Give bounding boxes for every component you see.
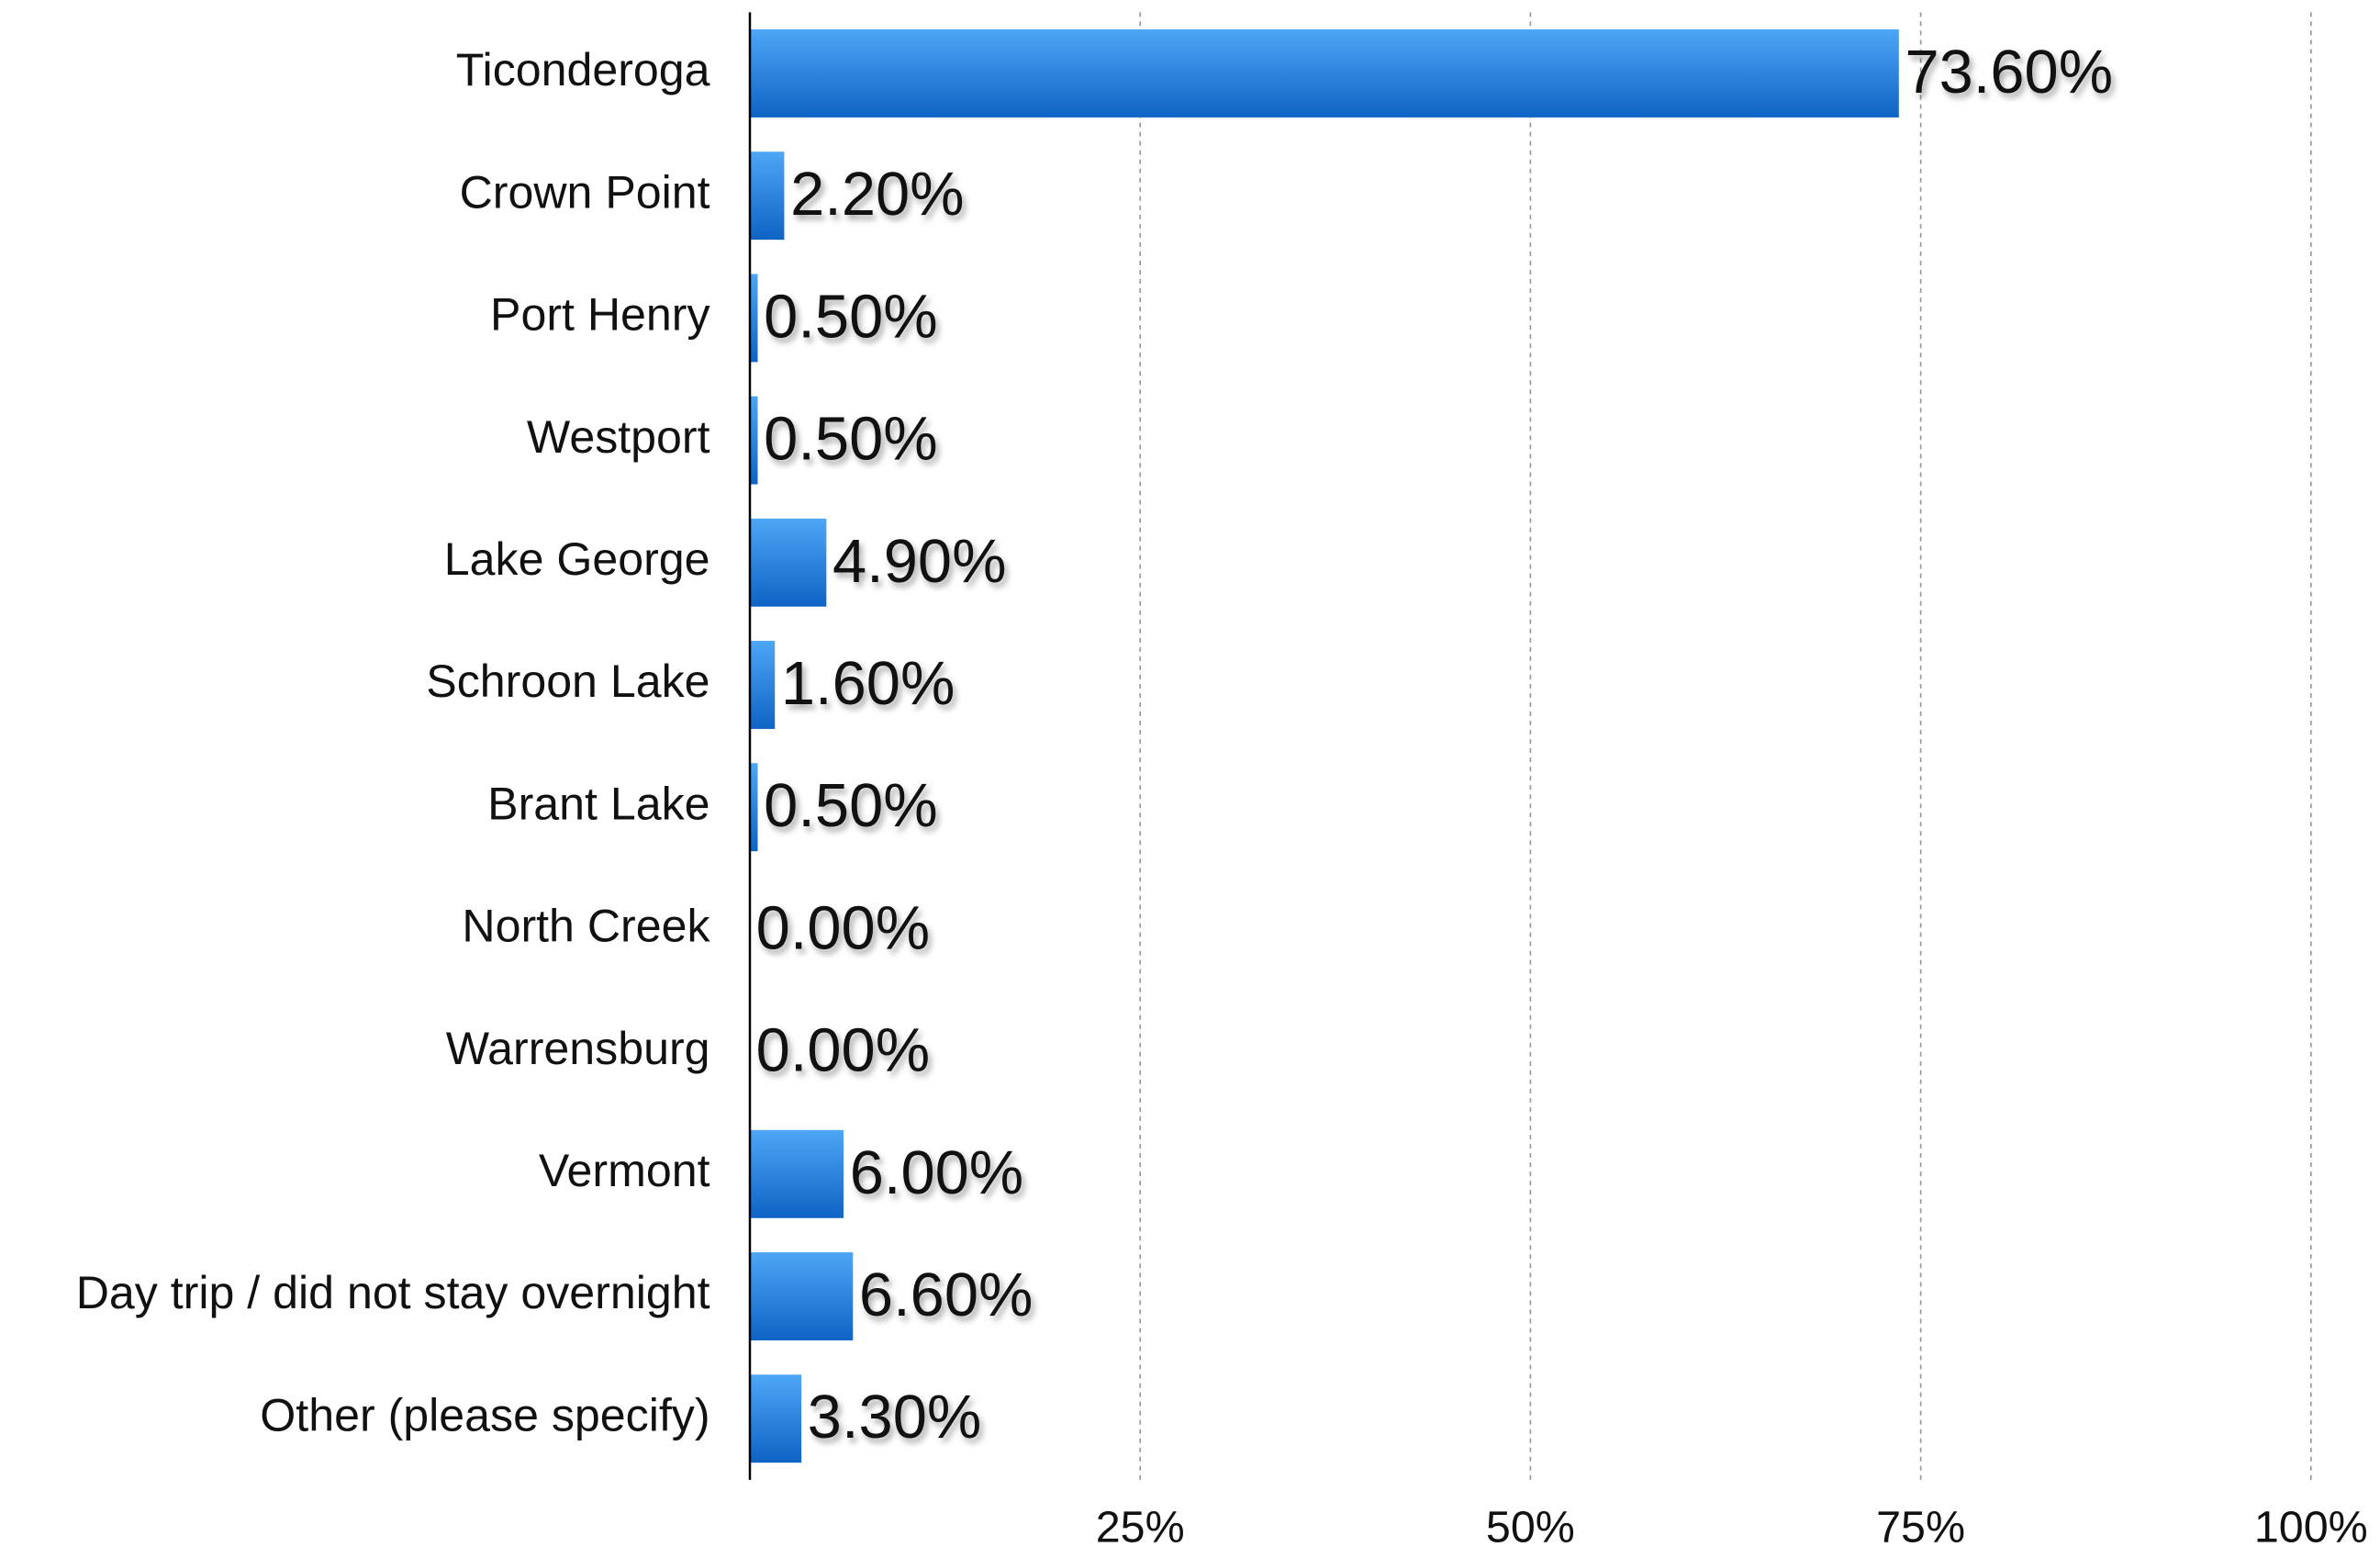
y-tick-label: Warrensburg bbox=[446, 1023, 710, 1074]
bar bbox=[749, 641, 776, 729]
data-label: 6.60% bbox=[859, 1261, 1033, 1329]
y-tick-label: Schroon Lake bbox=[426, 656, 710, 707]
y-tick-label: Lake George bbox=[444, 533, 710, 585]
x-tick-label: 100% bbox=[2254, 1503, 2368, 1552]
data-label: 2.20% bbox=[790, 161, 964, 229]
bar bbox=[749, 1252, 854, 1340]
x-tick-label: 50% bbox=[1486, 1503, 1575, 1552]
bar bbox=[749, 274, 758, 363]
bar bbox=[749, 151, 785, 241]
y-tick-label: Other (please specify) bbox=[260, 1389, 710, 1440]
data-label: 0.50% bbox=[764, 406, 937, 474]
y-tick-label: Day trip / did not stay overnight bbox=[76, 1267, 710, 1318]
data-label: 0.50% bbox=[764, 283, 937, 351]
data-label: 1.60% bbox=[781, 650, 955, 718]
data-label: 0.00% bbox=[756, 1017, 930, 1085]
data-label: 0.00% bbox=[756, 894, 930, 962]
bar bbox=[749, 518, 827, 607]
y-tick-label: North Creek bbox=[462, 901, 710, 952]
data-label: 0.50% bbox=[764, 772, 937, 840]
x-tick-label: 25% bbox=[1096, 1503, 1185, 1552]
data-label: 3.30% bbox=[808, 1384, 981, 1452]
data-label: 73.60% bbox=[1905, 39, 2113, 106]
bar bbox=[749, 1374, 802, 1463]
bar bbox=[749, 396, 758, 485]
y-tick-label: Ticonderoga bbox=[456, 44, 710, 95]
y-tick-label: Brant Lake bbox=[487, 778, 710, 829]
data-label: 4.90% bbox=[832, 528, 1006, 596]
data-label: 6.00% bbox=[850, 1139, 1023, 1207]
bar bbox=[749, 29, 1899, 118]
x-tick-label: 75% bbox=[1876, 1503, 1965, 1552]
y-tick-label: Westport bbox=[527, 411, 710, 463]
y-tick-label: Port Henry bbox=[490, 289, 710, 341]
bar bbox=[749, 763, 758, 852]
y-tick-label: Crown Point bbox=[460, 166, 710, 218]
y-tick-label: Vermont bbox=[539, 1145, 710, 1196]
bar bbox=[749, 1129, 844, 1218]
